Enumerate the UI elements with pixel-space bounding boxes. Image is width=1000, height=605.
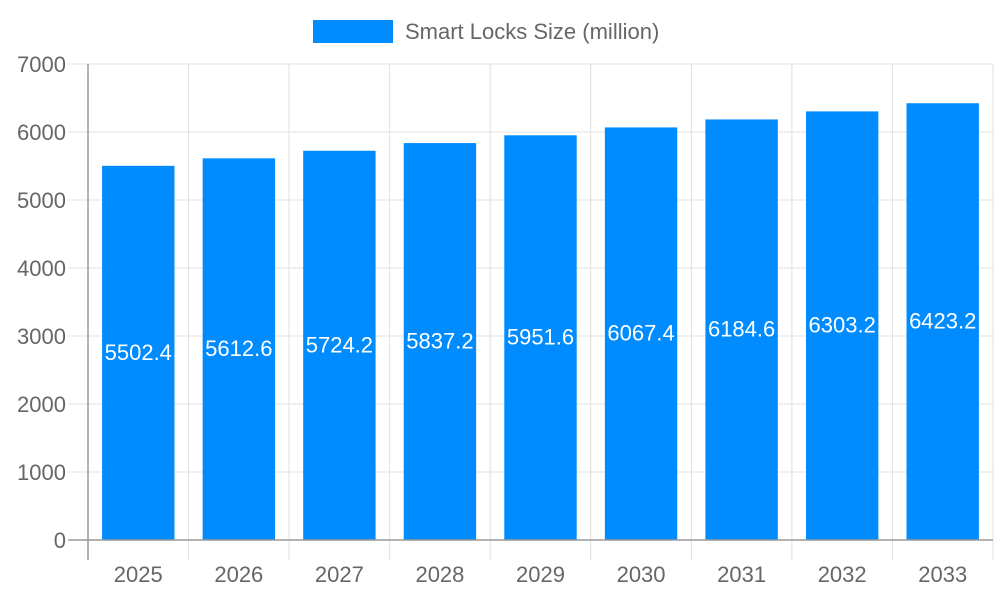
legend-swatch [313, 20, 393, 43]
x-tick-label: 2030 [617, 562, 666, 587]
bar [303, 150, 376, 540]
legend-label: Smart Locks Size (million) [405, 19, 659, 44]
x-tick-label: 2033 [918, 562, 967, 587]
bars: 5502.4 5612.6 5724.2 5837.2 5951.6 6067.4 6184… [102, 103, 979, 541]
x-tick-label: 2026 [214, 562, 263, 587]
data-label: 5724.2 [306, 332, 373, 357]
bar [906, 103, 979, 540]
y-tick-label: 2000 [17, 392, 66, 417]
x-tick-label: 2027 [315, 562, 364, 587]
x-tick-label: 2025 [114, 562, 163, 587]
legend[interactable]: Smart Locks Size (million) [313, 19, 659, 44]
bar [504, 135, 577, 540]
y-tick-label: 0 [54, 528, 66, 553]
data-label: 5837.2 [406, 329, 473, 354]
bar [805, 111, 879, 541]
data-label: 6303.2 [809, 313, 876, 338]
data-label: 5502.4 [105, 340, 172, 365]
data-label: 6184.6 [708, 317, 775, 342]
y-tick-label: 1000 [17, 460, 66, 485]
y-tick-label: 3000 [17, 324, 66, 349]
x-tick-label: 2031 [717, 562, 766, 587]
data-label: 5951.6 [507, 325, 574, 350]
axes: 0 1000 2000 3000 4000 5000 6000 7000 2025 2026 202… [17, 52, 993, 587]
y-tick-label: 5000 [17, 188, 66, 213]
bar [604, 127, 678, 540]
y-tick-label: 7000 [17, 52, 66, 77]
bar [202, 158, 276, 540]
data-label: 6067.4 [607, 321, 674, 346]
data-label: 6423.2 [909, 309, 976, 334]
x-tick-label: 2032 [818, 562, 867, 587]
data-label: 5612.6 [205, 336, 272, 361]
y-tick-label: 4000 [17, 256, 66, 281]
x-tick-label: 2028 [415, 562, 464, 587]
x-tick-label: 2029 [516, 562, 565, 587]
bar [705, 119, 778, 540]
bar [102, 165, 175, 541]
bar [403, 143, 477, 540]
y-tick-label: 6000 [17, 120, 66, 145]
